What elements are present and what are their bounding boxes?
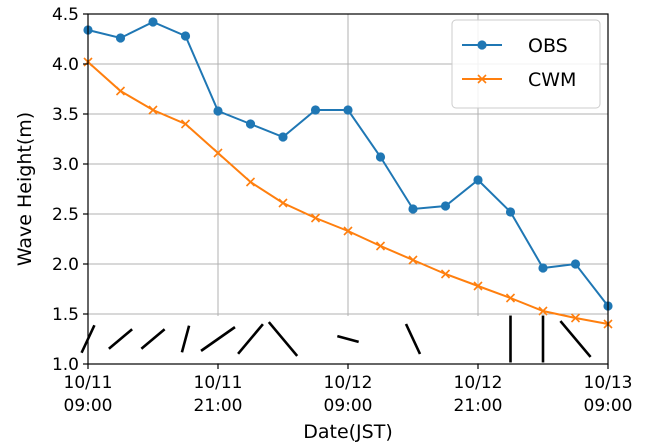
y-tick-label: 2.0 [52, 255, 79, 275]
data-point-cwm [375, 241, 386, 251]
x-tick-time: 21:00 [454, 396, 503, 416]
x-tick-date: 10/11 [194, 373, 243, 393]
legend: OBS CWM [451, 19, 601, 109]
data-point-cwm [245, 177, 256, 187]
data-point-obs [408, 204, 418, 214]
data-point-obs [375, 152, 386, 162]
wind-barb [200, 326, 236, 352]
data-point-cwm [310, 213, 321, 223]
x-tick-time: 09:00 [584, 396, 633, 416]
data-point-obs [245, 119, 256, 129]
wind-barb [237, 323, 264, 355]
y-tick-label: 4.5 [52, 5, 79, 25]
x-tick-date: 10/11 [64, 373, 113, 393]
x-axis-label: Date(JST) [303, 421, 393, 443]
legend-box [451, 19, 601, 109]
wind-barb [180, 325, 191, 353]
data-point-obs [505, 207, 516, 217]
y-tick-label: 4.0 [52, 55, 79, 75]
wind-barb [267, 321, 299, 357]
data-point-cwm [538, 306, 548, 316]
wind-barb [559, 320, 592, 358]
y-axis-label: Wave Height(m) [14, 112, 36, 266]
wind-barb [336, 334, 360, 344]
data-point-cwm [343, 226, 353, 236]
legend-label-cwm: CWM [528, 69, 576, 91]
data-point-cwm [505, 293, 516, 303]
data-point-obs [148, 17, 158, 27]
data-point-obs [278, 132, 288, 142]
wind-barbs [80, 315, 607, 363]
series-layer [83, 17, 613, 329]
wind-barb [140, 328, 166, 350]
data-point-cwm [440, 269, 451, 279]
y-tick-label: 1.5 [52, 305, 79, 325]
data-point-cwm [148, 105, 158, 115]
data-point-obs [473, 175, 483, 185]
x-tick-time: 09:00 [324, 396, 373, 416]
data-point-cwm [278, 198, 288, 208]
data-point-cwm [473, 281, 483, 291]
data-point-cwm [570, 313, 581, 323]
data-point-obs [343, 105, 353, 115]
data-point-cwm [115, 86, 126, 96]
x-tick-date: 10/12 [454, 373, 503, 393]
data-point-obs [440, 201, 451, 211]
data-point-obs [213, 106, 223, 116]
data-point-obs [570, 259, 581, 269]
legend-marker-obs [477, 40, 487, 50]
x-tick-date: 10/13 [584, 373, 633, 393]
data-point-cwm [408, 255, 418, 265]
wind-barb [108, 328, 133, 350]
data-point-obs [180, 31, 191, 41]
data-point-cwm [213, 148, 223, 158]
legend-label-obs: OBS [528, 35, 568, 57]
x-tick-date: 10/12 [324, 373, 373, 393]
legend-marker-cwm [477, 74, 487, 84]
x-tick-time: 09:00 [64, 396, 113, 416]
data-point-obs [538, 263, 548, 273]
x-tick-time: 21:00 [194, 396, 243, 416]
wind-barb [404, 323, 422, 355]
y-tick-label: 3.5 [52, 105, 79, 125]
data-point-obs [115, 33, 126, 43]
data-point-cwm [180, 119, 191, 129]
tick-layer: 1.0 1.5 2.0 2.5 3.0 3.5 4.0 4.5 10/11 09:00 10/11 2… [52, 5, 633, 416]
y-tick-label: 2.5 [52, 205, 79, 225]
y-tick-label: 1.0 [52, 355, 79, 375]
data-point-obs [310, 105, 321, 115]
y-tick-label: 3.0 [52, 155, 79, 175]
